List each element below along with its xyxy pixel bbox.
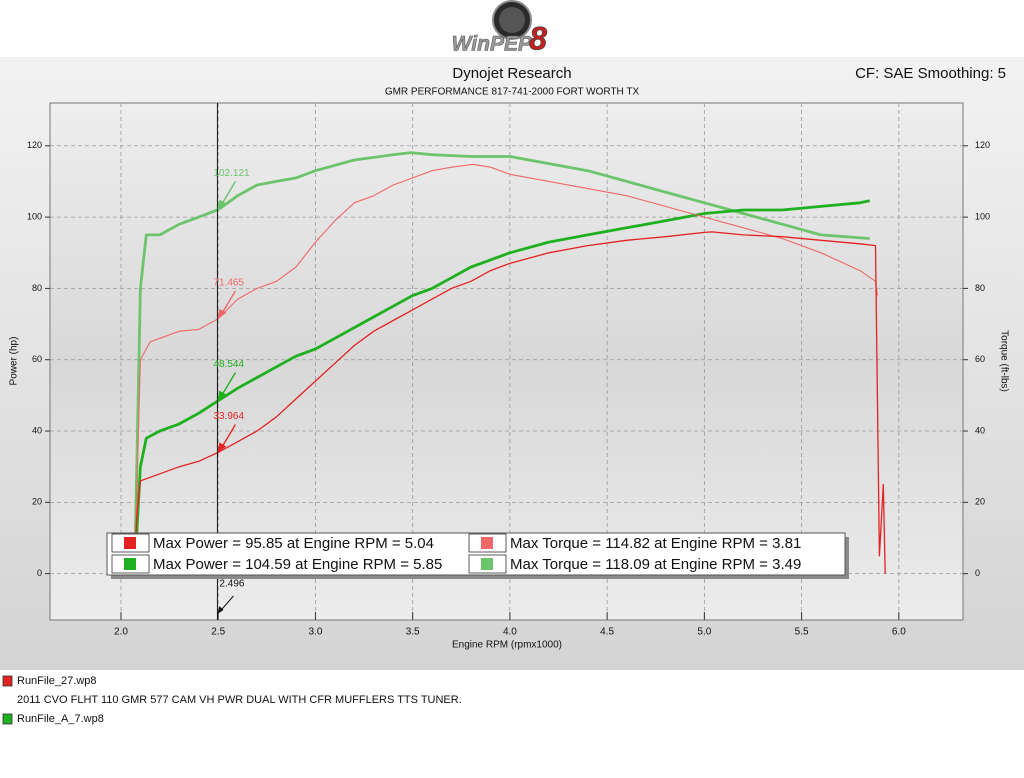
readout-arrowhead — [217, 199, 227, 210]
series-line — [134, 163, 878, 574]
y2-tick-label: 20 — [975, 497, 985, 507]
logo-number: 8 — [529, 20, 547, 56]
cursor-readout: 33.964 — [213, 411, 244, 422]
x-tick-label: 5.0 — [697, 627, 711, 638]
y-tick-label: 120 — [27, 140, 42, 150]
legend-swatch — [124, 537, 136, 549]
readout-arrowhead — [217, 442, 227, 453]
x-tick-label: 4.0 — [503, 627, 517, 638]
x-axis-label: Engine RPM (rpmx1000) — [452, 640, 562, 651]
x-tick-label: 6.0 — [892, 627, 906, 638]
cursor-label: 2.496 — [219, 579, 244, 590]
file-note: 2011 CVO FLHT 110 GMR 577 CAM VH PWR DUA… — [17, 694, 462, 706]
legend-entry: Max Power = 95.85 at Engine RPM = 5.04 — [153, 535, 434, 552]
y2-tick-label: 60 — [975, 354, 985, 364]
series-line — [133, 151, 870, 574]
cursor-arrowhead — [217, 606, 224, 614]
chart-title: Dynojet Research — [452, 65, 571, 82]
y2-tick-label: 100 — [975, 211, 990, 221]
legend-swatch — [481, 537, 493, 549]
y-tick-label: 60 — [32, 354, 42, 364]
y2-axis-label: Torque (ft-lbs) — [998, 330, 1009, 392]
x-tick-label: 2.0 — [114, 627, 128, 638]
y2-tick-label: 80 — [975, 283, 985, 293]
x-tick-label: 5.5 — [795, 627, 809, 638]
y-tick-label: 40 — [32, 425, 42, 435]
y2-tick-label: 40 — [975, 425, 985, 435]
x-tick-label: 2.5 — [211, 627, 225, 638]
y-tick-label: 100 — [27, 211, 42, 221]
x-tick-label: 3.0 — [308, 627, 322, 638]
cursor-readout: 48.544 — [213, 359, 244, 370]
x-tick-label: 4.5 — [600, 627, 614, 638]
series-line — [133, 231, 886, 574]
x-tick-label: 3.5 — [406, 627, 420, 638]
file-icon — [2, 713, 13, 725]
series-line — [133, 199, 870, 574]
chart-subtitle: GMR PERFORMANCE 817-741-2000 FORT WORTH … — [385, 87, 640, 98]
legend-entry: Max Torque = 118.09 at Engine RPM = 3.49 — [510, 556, 801, 573]
corner-note: CF: SAE Smoothing: 5 — [855, 65, 1006, 82]
y-tick-label: 0 — [37, 568, 42, 578]
readout-arrowhead — [217, 308, 227, 319]
legend-entry: Max Torque = 114.82 at Engine RPM = 3.81 — [510, 535, 801, 552]
file-icon — [2, 675, 13, 687]
legend-swatch — [124, 558, 136, 570]
readout-arrowhead — [217, 390, 227, 401]
y-tick-label: 20 — [32, 497, 42, 507]
legend-entry: Max Power = 104.59 at Engine RPM = 5.85 — [153, 556, 442, 573]
y-axis-label: Power (hp) — [9, 337, 20, 386]
y2-tick-label: 120 — [975, 140, 990, 150]
y2-tick-label: 0 — [975, 568, 980, 578]
cursor-readout: 102.121 — [213, 168, 250, 179]
logo: WinPEP — [452, 33, 533, 56]
logo-gauge-face — [499, 7, 525, 33]
file-name: RunFile_A_7.wp8 — [17, 713, 104, 725]
legend-swatch — [481, 558, 493, 570]
file-name: RunFile_27.wp8 — [17, 675, 97, 687]
cursor-readout: 71.465 — [213, 277, 244, 288]
y-tick-label: 80 — [32, 283, 42, 293]
